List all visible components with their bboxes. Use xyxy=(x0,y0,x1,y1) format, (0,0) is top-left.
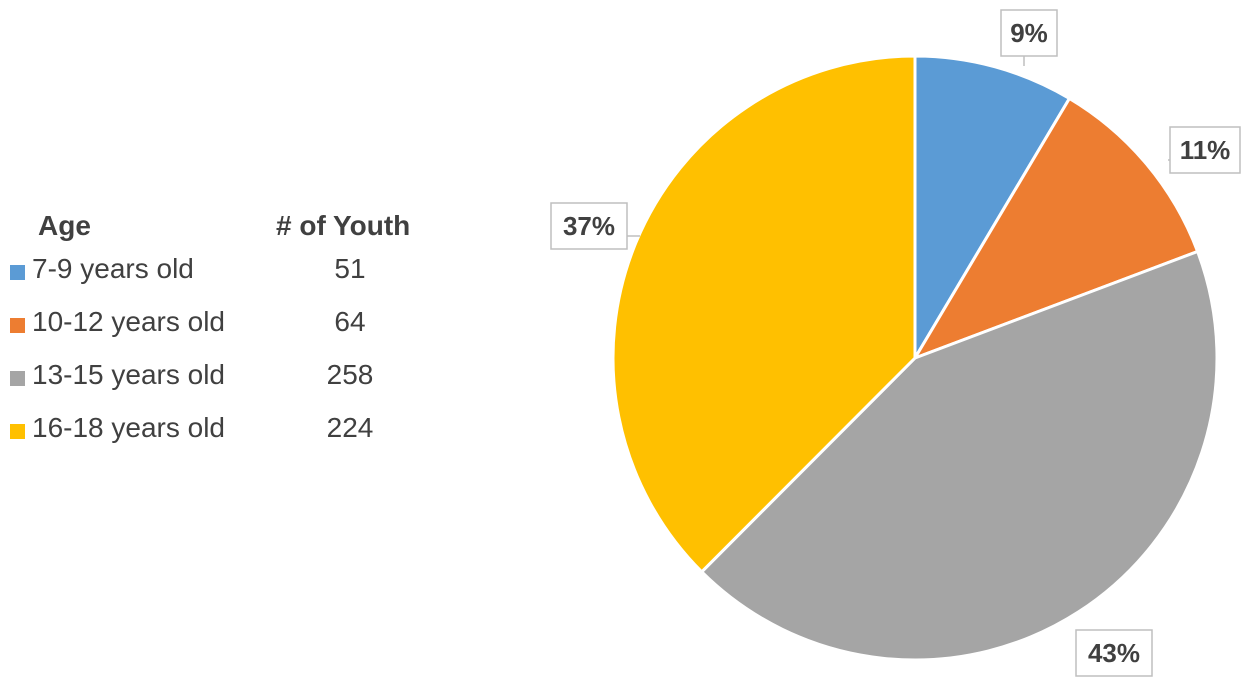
callout-box-16-18 xyxy=(550,202,628,250)
callout-10-12: 11% xyxy=(1168,126,1241,174)
pie-slices xyxy=(611,54,1219,662)
legend-header-age: Age xyxy=(38,210,91,241)
legend-label-10-12: 10-12 years old xyxy=(32,306,226,337)
legend-count-7-9: 51 xyxy=(334,253,366,284)
callout-box-7-9 xyxy=(1000,9,1058,57)
slice-percent-label-7-9: 9% xyxy=(1010,18,1048,48)
callout-box-10-12 xyxy=(1169,126,1241,174)
legend-label-13-15: 13-15 years old xyxy=(32,359,226,390)
legend-swatch-7-9 xyxy=(10,265,25,280)
legend-header-count: # of Youth xyxy=(276,210,411,241)
legend-count-16-18: 224 xyxy=(326,412,374,443)
legend-label-7-9: 7-9 years old xyxy=(32,253,194,284)
legend-label-16-18: 16-18 years old xyxy=(32,412,226,443)
legend-swatch-10-12 xyxy=(10,318,25,333)
slice-percent-label-16-18: 37% xyxy=(563,211,615,241)
legend-swatch-13-15 xyxy=(10,371,25,386)
pie-slice-10-12 xyxy=(911,96,1200,361)
callout-16-18: 37% xyxy=(550,202,640,250)
callout-7-9: 9% xyxy=(1000,9,1058,66)
callout-box-13-15 xyxy=(1075,629,1153,677)
legend-swatch-16-18 xyxy=(10,424,25,439)
pie-callouts: 9% 11% 43% 37% xyxy=(550,9,1241,677)
pie-slice-7-9 xyxy=(913,54,1072,364)
pie-slice-16-18 xyxy=(611,54,917,574)
legend-count-10-12: 64 xyxy=(334,306,366,337)
legend-count-13-15: 258 xyxy=(326,359,374,390)
callout-13-15: 43% xyxy=(1075,629,1153,677)
slice-percent-label-13-15: 43% xyxy=(1088,638,1140,668)
slice-percent-label-10-12: 11% xyxy=(1180,135,1231,165)
pie-slice-13-15 xyxy=(699,249,1219,662)
